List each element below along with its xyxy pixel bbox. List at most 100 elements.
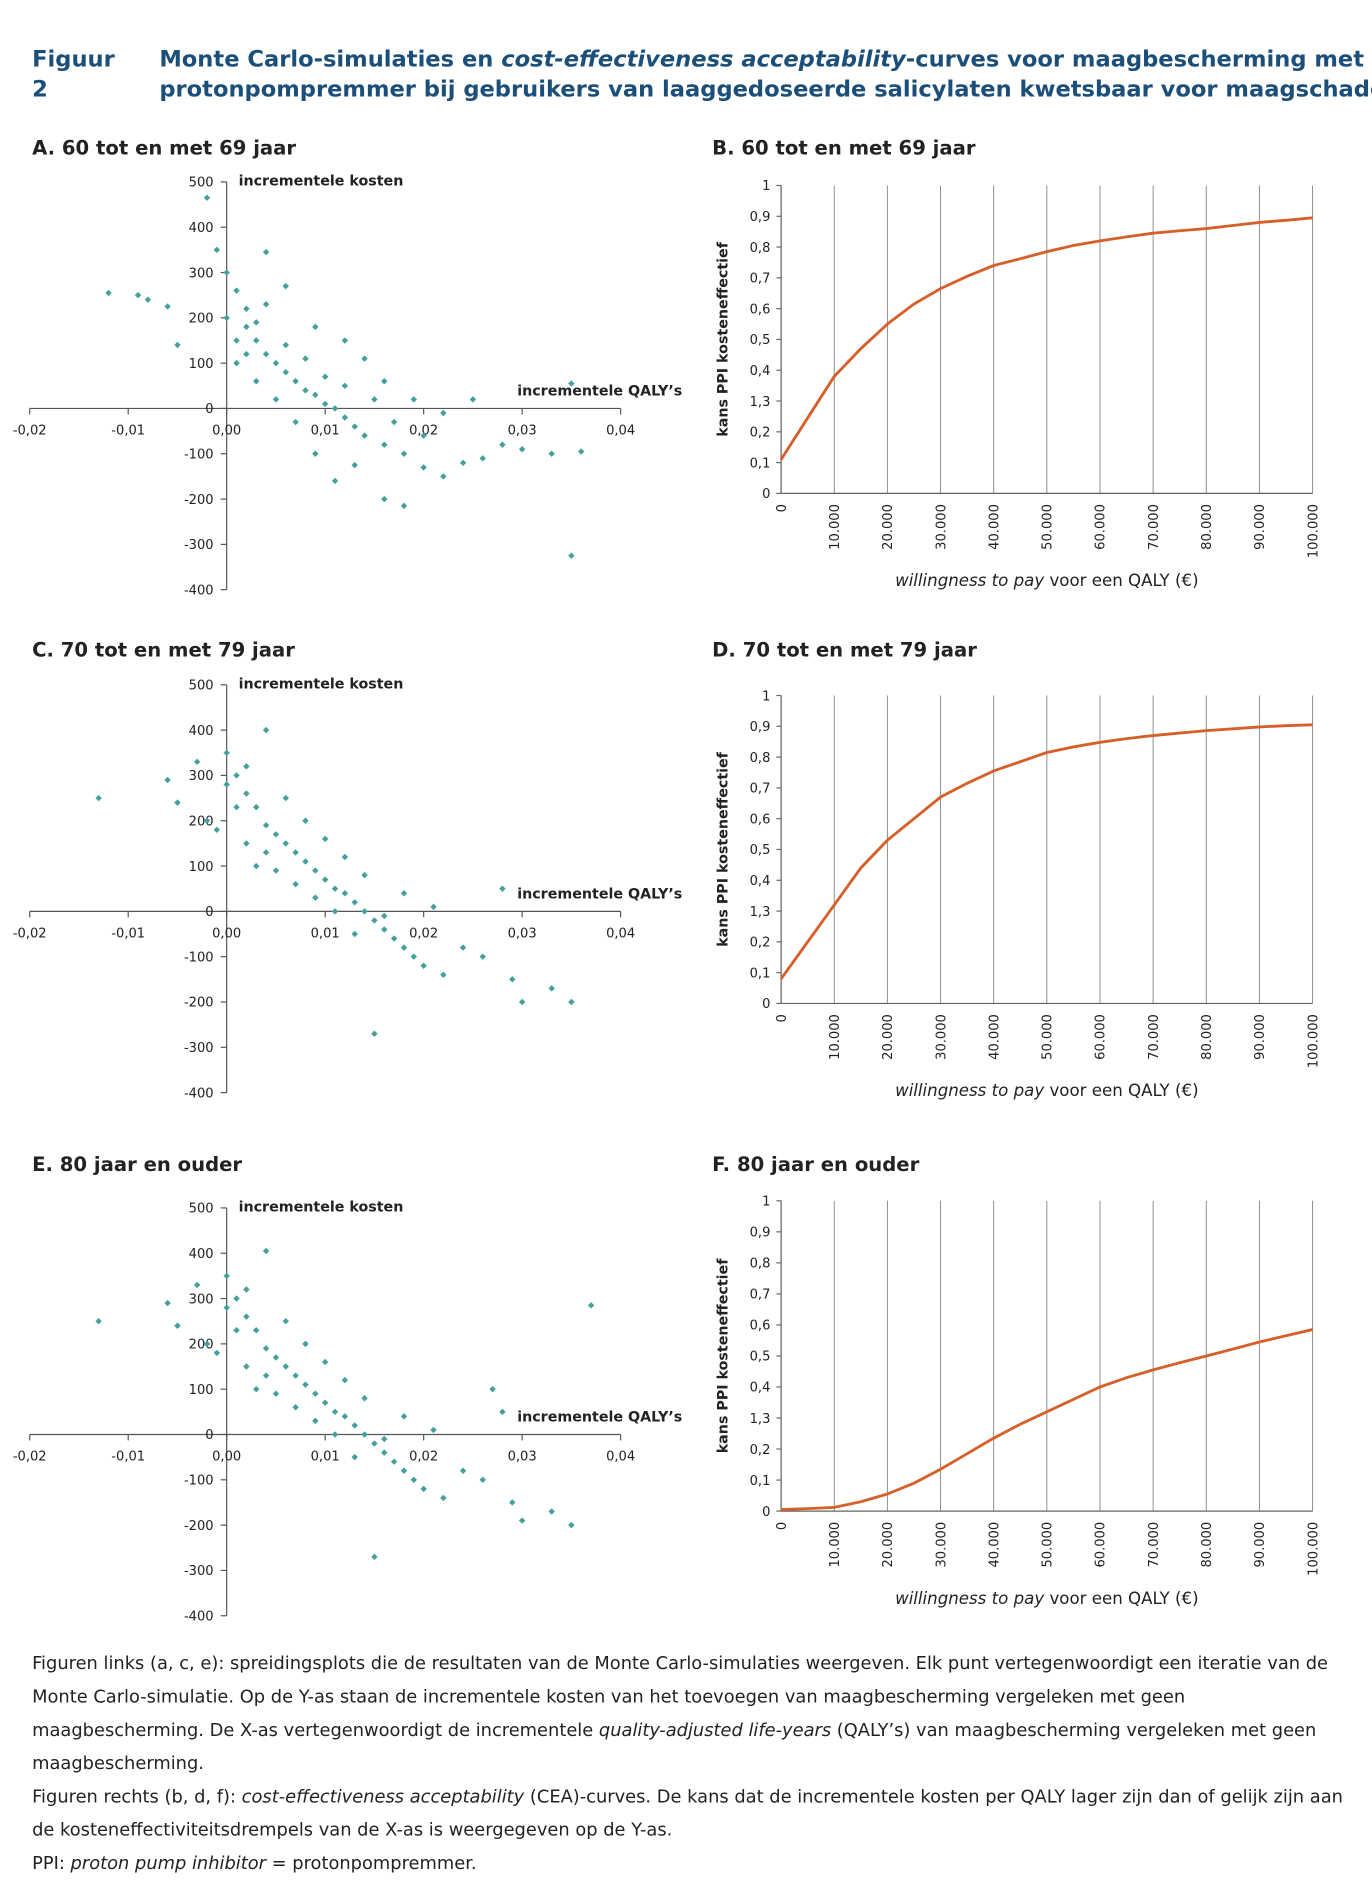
x-tick-label: 20.000 [881,1522,896,1568]
scatter-point [253,319,260,326]
scatter-point [400,1413,408,1420]
scatter-point [243,1363,250,1370]
scatter-point [440,409,447,417]
scatter-point [381,1449,388,1456]
scatter-point [381,495,388,503]
x-tick-label: 0,02 [409,1450,438,1465]
x-tick-label: 70.000 [1147,504,1162,550]
y-tick-label: 0 [205,1428,213,1443]
x-tick-label: 0,00 [212,424,241,439]
scatter-point [459,459,467,467]
y-tick-label: 1,3 [750,395,771,410]
y-tick-label: 1,3 [750,905,771,920]
scatter-point [459,1467,467,1474]
scatter-point [262,822,270,829]
y-tick-label: 0,1 [750,966,771,981]
x-tick-label: 30.000 [934,1522,949,1568]
scatter-point [312,450,319,457]
scatter-point [174,1322,181,1329]
x-axis-label: willingness to pay voor een QALY (€) [895,1081,1198,1100]
scatter-point [479,1476,486,1484]
scatter-point [518,998,526,1006]
scatter-point [341,853,349,861]
scatter-point [262,1247,270,1255]
scatter-point [223,269,230,276]
text-segment: protonpompremmer bij gebruikers van laag… [159,76,1372,103]
text-segment: cost-effectiveness acceptability [241,1785,525,1808]
x-tick-label: -0,01 [111,424,145,439]
x-tick-label: 30.000 [934,504,949,550]
x-tick-label: 80.000 [1200,1522,1215,1568]
scatter-point [331,1431,339,1438]
y-tick-label: 1 [762,1195,770,1210]
scatter-point [440,473,447,480]
scatter-point [361,1431,368,1438]
x-tick-label: 0,04 [606,927,635,942]
x-tick-label: 100.000 [1306,1014,1321,1068]
scatter-point [420,464,427,471]
y-tick-label: 0,7 [750,782,771,797]
scatter-point [164,776,171,784]
scatter-point [341,1413,349,1420]
scatter-point [292,880,299,888]
scatter-point [400,502,408,510]
scatter-point [253,1327,260,1334]
y-tick-label: 0,7 [750,272,771,287]
y-tick-label: -200 [184,493,214,508]
scatter-point [262,248,270,256]
scatter-point [233,287,240,294]
y-tick-label: -200 [184,1519,214,1534]
x-tick-label: 80.000 [1200,504,1215,550]
scatter-point [164,303,171,310]
x-tick-label: -0,02 [13,927,47,942]
scatter-point [479,953,486,960]
scatter-point [282,282,289,290]
scatter-point [351,423,358,430]
x-tick-label: 0,03 [508,927,537,942]
text-segment: (CEA)-curves. De kans dat de incrementel… [32,1785,1343,1841]
scatter-point [262,350,270,358]
scatter-point [272,396,280,403]
charts: A. 60 tot en met 69 jaar -400 -300 -200 -100… [13,137,1321,1625]
y-tick-label: 300 [189,266,214,281]
scatter-point [272,359,280,367]
x-tick-label: 90.000 [1253,1014,1268,1060]
scatter-point [312,323,319,331]
scatter-point [243,790,250,797]
scatter-point [321,400,329,408]
y-tick-label: 0 [762,997,770,1012]
scatter-point [331,908,339,915]
x-tick-label: 40.000 [987,1014,1002,1060]
text-segment: Figuren rechts (b, d, f): [32,1785,242,1808]
x-tick-label: 0,02 [409,424,438,439]
x-axis-label: willingness to pay voor een QALY (€) [895,571,1198,590]
scatter-point [262,301,270,308]
cea-curve [779,723,1313,980]
scatter-point [243,1313,250,1320]
x-tick-label: -0,02 [13,424,47,439]
scatter-point [312,1417,319,1425]
scatter-point [410,1476,418,1484]
x-tick-label: 0,00 [212,927,241,942]
scatter-point [361,1395,368,1402]
scatter-point [420,962,427,969]
scatter-point [282,794,289,802]
y-tick-label: 0,4 [750,364,771,379]
x-tick-label: 20.000 [881,1014,896,1060]
chart-title: E. 80 jaar en ouder [32,1153,242,1176]
y-tick-label: 500 [189,176,214,191]
scatter-point [410,953,418,960]
scatter-point [253,378,260,385]
y-tick-label: 300 [189,1292,214,1307]
y-tick-label: 0,8 [750,751,771,766]
scatter-point [262,1345,270,1352]
title-line: protonpompremmer bij gebruikers van laag… [159,75,1372,105]
y-tick-label: 0 [205,402,213,417]
scatter-point [302,1381,309,1388]
scatter-point [341,1376,349,1384]
y-tick-label: 400 [189,221,214,236]
y-tick-label: 500 [189,1202,214,1217]
scatter-point [253,337,260,344]
x-tick-label: 10.000 [828,1522,843,1568]
